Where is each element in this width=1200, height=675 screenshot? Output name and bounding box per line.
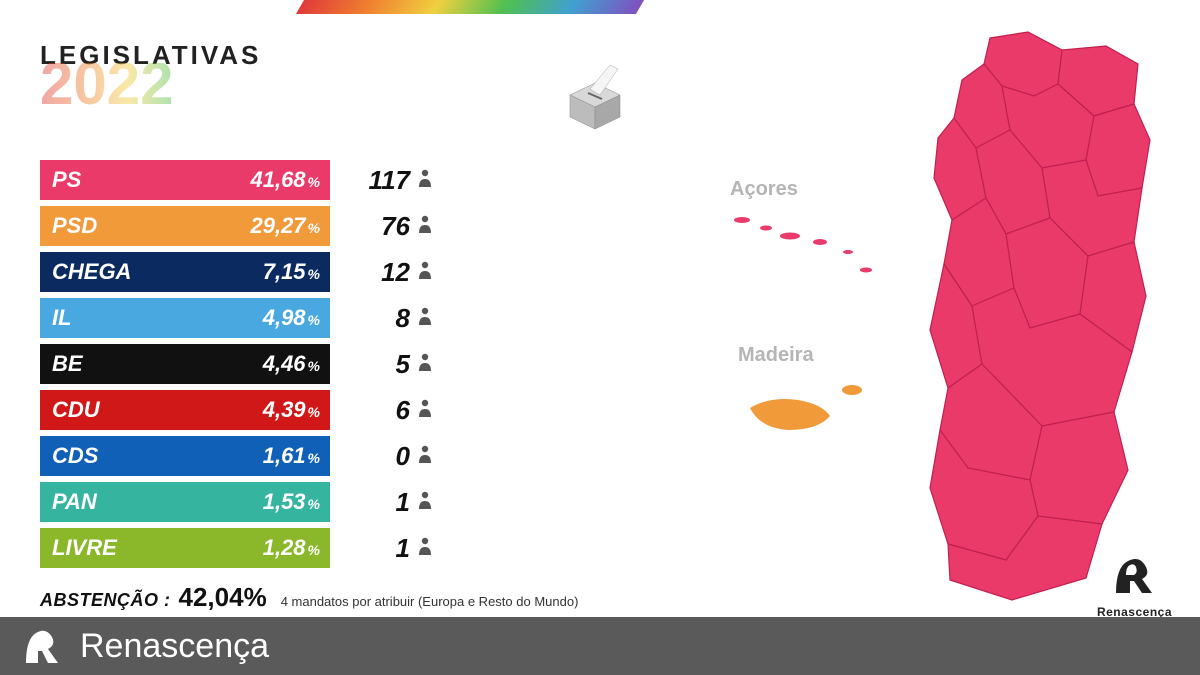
results-table: PS 41,68% 117 PSD 29,27% 76 CHEGA 7,15% 12 IL 4,98… [40,160,460,574]
party-row: BE 4,46% 5 [40,344,460,384]
person-icon [418,307,432,330]
party-bar: CHEGA 7,15% [40,252,330,292]
party-name: PS [52,167,81,193]
party-seats: 1 [330,533,440,564]
rr-logo-icon [1106,547,1162,603]
party-bar: IL 4,98% [40,298,330,338]
ballot-box-icon [560,55,630,130]
party-pct: 7,15% [263,259,320,285]
person-icon [418,445,432,468]
party-name: CDS [52,443,98,469]
rr-logo: Renascença [1097,547,1172,619]
party-row: PS 41,68% 117 [40,160,460,200]
person-icon [418,537,432,560]
party-name: CDU [52,397,100,423]
election-logo: LEGISLATIVAS 2022 [40,40,261,105]
abstention-note: 4 mandatos por atribuir (Europa e Resto … [281,594,579,609]
person-icon [418,261,432,284]
party-seats: 6 [330,395,440,426]
party-name: BE [52,351,83,377]
acores-label: Açores [730,178,798,201]
party-row: LIVRE 1,28% 1 [40,528,460,568]
logo-year: 2022 [40,63,261,105]
rainbow-accent [296,0,644,14]
party-pct: 4,98% [263,305,320,331]
party-pct: 1,28% [263,535,320,561]
party-pct: 1,53% [263,489,320,515]
rr-overlay-icon [20,623,66,669]
party-bar: PAN 1,53% [40,482,330,522]
person-icon [418,399,432,422]
party-bar: CDU 4,39% [40,390,330,430]
party-bar: BE 4,46% [40,344,330,384]
party-pct: 4,39% [263,397,320,423]
madeira-label: Madeira [738,344,814,367]
party-name: LIVRE [52,535,117,561]
abstention-row: ABSTENÇÃO : 42,04% 4 mandatos por atribu… [40,582,578,613]
party-name: PAN [52,489,97,515]
party-row: CDS 1,61% 0 [40,436,460,476]
party-pct: 1,61% [263,443,320,469]
bottom-overlay-text: Renascença [80,627,269,666]
party-bar: LIVRE 1,28% [40,528,330,568]
bottom-overlay-bar: Renascença [0,617,1200,675]
abstention-label: ABSTENÇÃO : [40,590,171,611]
person-icon [418,491,432,514]
party-row: CDU 4,39% 6 [40,390,460,430]
party-bar: PS 41,68% [40,160,330,200]
party-seats: 1 [330,487,440,518]
party-pct: 41,68% [250,167,320,193]
party-name: CHEGA [52,259,131,285]
party-row: CHEGA 7,15% 12 [40,252,460,292]
party-seats: 12 [330,257,440,288]
party-row: IL 4,98% 8 [40,298,460,338]
party-bar: PSD 29,27% [40,206,330,246]
party-seats: 5 [330,349,440,380]
abstention-value: 42,04% [179,582,267,613]
person-icon [418,215,432,238]
person-icon [418,353,432,376]
party-row: PSD 29,27% 76 [40,206,460,246]
party-row: PAN 1,53% 1 [40,482,460,522]
party-seats: 76 [330,211,440,242]
party-seats: 8 [330,303,440,334]
party-bar: CDS 1,61% [40,436,330,476]
party-name: IL [52,305,72,331]
party-seats: 0 [330,441,440,472]
party-seats: 117 [330,165,440,196]
party-pct: 29,27% [250,213,320,239]
party-pct: 4,46% [263,351,320,377]
portugal-map: Açores Madeira [690,20,1170,620]
person-icon [418,169,432,192]
party-name: PSD [52,213,97,239]
